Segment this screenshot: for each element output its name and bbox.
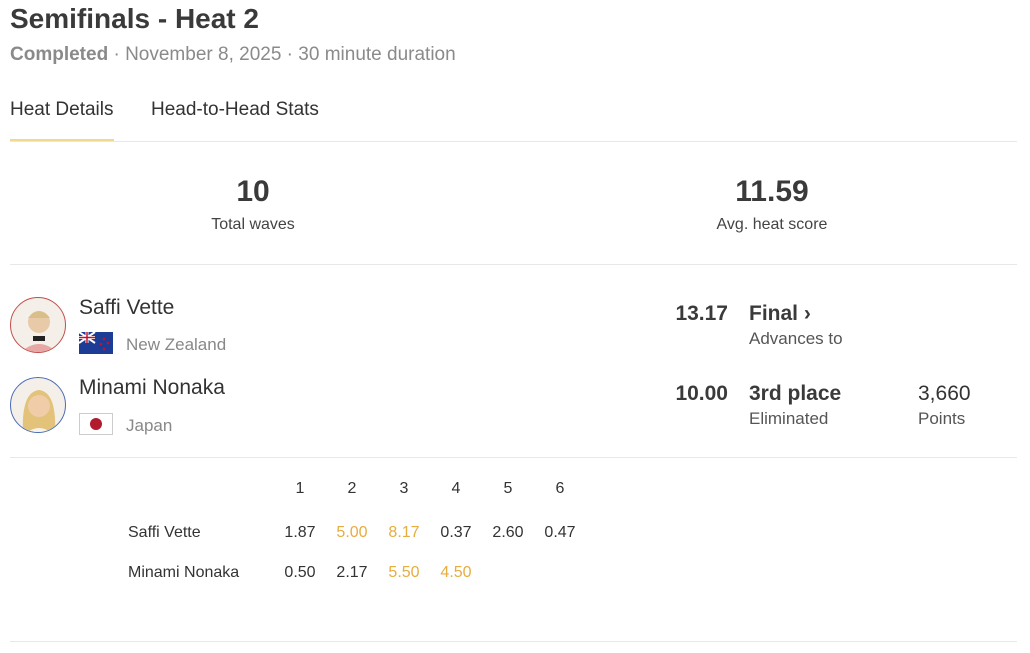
wave-score[interactable]: 2.17 [336,564,368,581]
total-waves-label: Total waves [211,216,295,233]
wave-number-header: 4 [451,480,461,497]
athlete-country: Japan [126,416,173,435]
result-label: Advances to [749,329,843,348]
divider [10,457,1017,458]
wave-score[interactable]: 1.87 [284,524,316,541]
wave-score[interactable]: 0.50 [284,564,316,581]
divider [10,141,1017,142]
divider [10,264,1017,265]
result-link[interactable]: Final › [749,302,811,325]
points-label: Points [918,409,966,428]
wave-number-header: 1 [295,480,305,497]
wave-score[interactable]: 5.00 [336,524,368,541]
wave-row-name: Saffi Vette [128,524,201,541]
athlete-name[interactable]: Saffi Vette [79,296,175,319]
wave-number-header: 3 [399,480,409,497]
points-value: 3,660 [918,382,971,405]
divider [10,641,1017,642]
status: Completed [10,44,109,65]
duration: 30 minute duration [298,44,456,65]
avg-score-label: Avg. heat score [716,216,828,233]
athlete-country: New Zealand [126,335,227,354]
wave-score[interactable]: 5.50 [388,564,420,581]
athlete-photo-icon [21,311,57,352]
athlete-photo-icon [22,390,56,432]
wave-score[interactable]: 4.50 [440,564,472,581]
new-zealand-flag-icon [79,332,113,354]
japan-flag-icon [79,413,113,435]
avatar[interactable] [10,377,66,433]
result-text: 3rd place [749,382,842,405]
wave-number-header: 2 [347,480,357,497]
wave-score[interactable]: 0.47 [544,524,576,541]
wave-row-name: Minami Nonaka [128,564,240,581]
total-waves-value: 10 [236,175,270,208]
athlete-score: 10.00 [675,382,728,405]
page-title: Semifinals - Heat 2 [10,3,259,34]
athlete-name[interactable]: Minami Nonaka [79,376,225,399]
wave-score[interactable]: 0.37 [440,524,472,541]
wave-score[interactable]: 8.17 [388,524,420,541]
avatar[interactable] [10,297,66,353]
date: November 8, 2025 [125,44,282,65]
wave-number-header: 6 [555,480,565,497]
wave-score[interactable]: 2.60 [492,524,524,541]
tab-head-to-head[interactable]: Head-to-Head Stats [151,99,319,120]
athlete-score: 13.17 [675,302,728,325]
result-label: Eliminated [749,409,829,428]
wave-number-header: 5 [503,480,513,497]
heat-subtitle: Completed · November 8, 2025 · 30 minute… [10,44,456,65]
avg-score-value: 11.59 [735,175,809,208]
tab-heat-details[interactable]: Heat Details [10,99,114,141]
